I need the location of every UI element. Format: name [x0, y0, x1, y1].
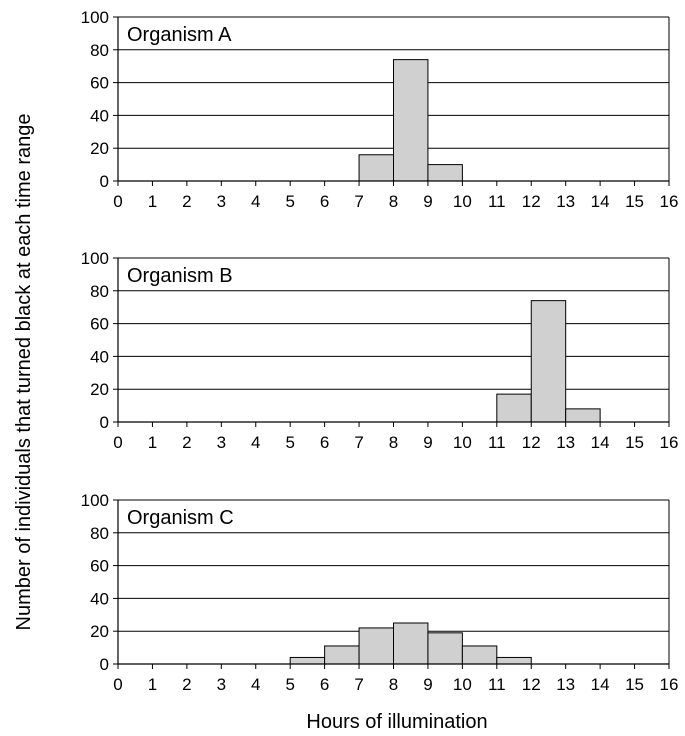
panel-3-x-tick-label: 8	[389, 675, 398, 694]
panel-3-x-tick-label: 12	[522, 675, 541, 694]
panel-3-x-tick-label: 11	[488, 675, 506, 694]
panel-2-y-tick-label: 20	[90, 380, 109, 399]
panel-1-x-tick-label: 2	[182, 192, 191, 211]
panel-1-title: Organism A	[127, 24, 232, 46]
panel-2-y-tick-label: 80	[90, 282, 109, 301]
panel-2-bar	[496, 393, 532, 423]
panel-3-y-tick-label: 40	[90, 589, 109, 608]
panel-3-x-tick-label: 6	[320, 675, 329, 694]
panel-1-x-tick-label: 7	[354, 192, 363, 211]
panel-3-x-tick-label: 2	[182, 675, 191, 694]
panel-2-x-tick-label: 3	[217, 433, 226, 452]
panel-1-x-tick-label: 12	[522, 192, 541, 211]
panel-2-x-tick-label: 11	[488, 433, 506, 452]
panel-1-x-tick-label: 16	[660, 192, 679, 211]
panel-3-x-tick-label: 4	[251, 675, 260, 694]
panel-2-y-tick-label: 0	[100, 413, 109, 432]
panel-1-y-tick-label: 0	[100, 172, 109, 191]
panel-2-bar	[565, 408, 601, 423]
panel-2-bar	[530, 300, 567, 423]
panel-2-x-tick-label: 8	[389, 433, 398, 452]
panel-2-title: Organism B	[127, 265, 233, 287]
panel-1-x-tick-label: 8	[389, 192, 398, 211]
panel-2-x-tick-label: 12	[522, 433, 541, 452]
panel-1-x-tick-label: 10	[453, 192, 472, 211]
panel-2-x-tick-label: 6	[320, 433, 329, 452]
panel-3-x-tick-label: 14	[591, 675, 610, 694]
panel-3-y-tick-label: 100	[81, 491, 109, 510]
panel-3-x-tick-label: 0	[113, 675, 122, 694]
panel-3-x-tick-label: 9	[423, 675, 432, 694]
panel-3-x-tick-label: 3	[217, 675, 226, 694]
panel-3-x-tick-label: 1	[148, 675, 157, 694]
panel-2-x-tick-label: 10	[453, 433, 472, 452]
panel-3-y-tick-label: 20	[90, 622, 109, 641]
panel-3-x-tick-label: 5	[285, 675, 294, 694]
panel-3-bar	[461, 645, 498, 665]
panel-3-bar	[358, 627, 394, 665]
panel-2-x-tick-label: 5	[285, 433, 294, 452]
panel-2-x-tick-label: 15	[625, 433, 644, 452]
panel-2-x-tick-label: 0	[113, 433, 122, 452]
panel-1-x-tick-label: 0	[113, 192, 122, 211]
panel-1-bar	[427, 164, 463, 182]
panel-1-bar	[393, 59, 429, 182]
panel-2-x-tick-label: 2	[182, 433, 191, 452]
panel-3-y-tick-label: 60	[90, 557, 109, 576]
panel-3-x-tick-label: 7	[354, 675, 363, 694]
panel-1-x-tick-label: 13	[556, 192, 575, 211]
panel-3-bar	[427, 632, 463, 665]
panel-1-y-tick-label: 40	[90, 106, 109, 125]
panel-1-y-tick-label: 80	[90, 41, 109, 60]
panel-1-x-tick-label: 5	[285, 192, 294, 211]
panel-2-y-tick-label: 60	[90, 315, 109, 334]
panel-1-x-tick-label: 1	[148, 192, 157, 211]
x-axis-label: Hours of illumination	[306, 711, 487, 731]
panel-1-x-tick-label: 9	[423, 192, 432, 211]
panel-2-x-tick-label: 13	[556, 433, 575, 452]
panel-3-x-tick-label: 15	[625, 675, 644, 694]
panel-1-x-tick-label: 11	[488, 192, 506, 211]
panel-1-bar	[358, 154, 394, 182]
panel-1-y-tick-label: 60	[90, 74, 109, 93]
panel-3-x-tick-label: 10	[453, 675, 472, 694]
panel-3-title: Organism C	[127, 507, 234, 529]
panel-2-y-tick-label: 40	[90, 347, 109, 366]
panel-3-y-tick-label: 80	[90, 524, 109, 543]
y-axis-label: Number of individuals that turned black …	[13, 114, 35, 631]
panel-2-x-tick-label: 7	[354, 433, 363, 452]
panel-3-bar	[289, 656, 326, 665]
panel-2-x-tick-label: 4	[251, 433, 260, 452]
panel-2-x-tick-label: 14	[591, 433, 610, 452]
panel-2-x-tick-label: 1	[148, 433, 157, 452]
panel-2-y-tick-label: 100	[81, 249, 109, 268]
panel-1-x-tick-label: 4	[251, 192, 260, 211]
panel-2-x-tick-label: 9	[423, 433, 432, 452]
panel-1-x-tick-label: 3	[217, 192, 226, 211]
panel-3-y-tick-label: 0	[100, 655, 109, 674]
panel-3-bar	[324, 645, 360, 665]
panel-1-y-tick-label: 20	[90, 139, 109, 158]
panel-1-x-tick-label: 15	[625, 192, 644, 211]
panel-3-x-tick-label: 16	[660, 675, 679, 694]
panel-1-x-tick-label: 6	[320, 192, 329, 211]
panel-1-y-tick-label: 100	[81, 8, 109, 27]
panel-3-x-tick-label: 13	[556, 675, 575, 694]
panel-1-x-tick-label: 14	[591, 192, 610, 211]
panel-2-x-tick-label: 16	[660, 433, 679, 452]
panel-3-bar	[496, 656, 532, 665]
panel-3-bar	[393, 622, 429, 665]
